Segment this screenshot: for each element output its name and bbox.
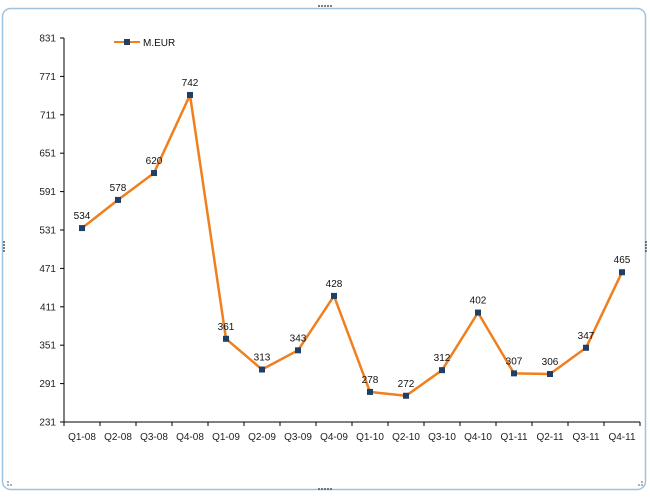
x-tick-label: Q3-11	[572, 432, 599, 443]
data-point-marker	[79, 225, 85, 232]
legend: M.EUR	[114, 38, 175, 49]
left-resize-handle[interactable]	[3, 241, 5, 252]
data-point-marker	[331, 292, 337, 299]
y-axis-ticks: 231 291 351 411 471 531 591 651 711 771 831	[39, 34, 64, 429]
data-label: 361	[218, 322, 235, 333]
data-label: 313	[254, 353, 271, 364]
data-label: 312	[434, 353, 451, 364]
x-tick-label: Q2-09	[248, 432, 276, 443]
data-point-marker	[367, 388, 373, 395]
y-tick-label: 651	[39, 149, 56, 160]
x-tick-label: Q4-10	[464, 432, 492, 443]
y-tick-label: 411	[40, 302, 56, 313]
data-point-marker	[583, 344, 589, 351]
data-point-marker	[619, 269, 625, 276]
x-tick-label: Q4-08	[176, 432, 204, 443]
data-label: 278	[362, 375, 379, 386]
data-label: 578	[110, 183, 127, 194]
data-point-marker	[403, 392, 409, 399]
right-resize-handle[interactable]	[645, 241, 647, 252]
x-tick-label: Q4-11	[608, 432, 635, 443]
data-label: 742	[182, 78, 199, 89]
bottom-left-corner-handle[interactable]	[7, 481, 12, 486]
data-point-marker	[475, 309, 481, 316]
y-tick-label: 591	[39, 187, 56, 198]
x-axis-ticks: Q1-08 Q2-08 Q3-08 Q4-08 Q1-09 Q2-09 Q3-09 Q4-09…	[63, 422, 641, 443]
data-label: 534	[74, 211, 91, 222]
data-point-marker	[295, 347, 301, 354]
x-tick-label: Q1-09	[212, 432, 240, 443]
data-label: 306	[542, 357, 559, 368]
data-point-marker	[187, 91, 193, 98]
data-label: 307	[506, 356, 523, 367]
chart-frame	[1, 7, 647, 491]
bottom-resize-handle[interactable]	[318, 488, 332, 490]
x-tick-label: Q1-10	[356, 432, 384, 443]
data-label: 465	[614, 255, 631, 266]
y-tick-label: 711	[40, 110, 56, 121]
x-tick-label: Q4-09	[320, 432, 348, 443]
data-point-marker	[259, 366, 265, 373]
y-tick-label: 531	[39, 226, 56, 237]
x-tick-label: Q1-08	[68, 432, 96, 443]
data-point-marker	[223, 335, 229, 342]
data-label: 272	[398, 379, 415, 390]
y-tick-label: 231	[39, 418, 56, 429]
data-point-marker	[115, 196, 121, 203]
bottom-right-corner-handle[interactable]	[638, 481, 643, 486]
data-labels: 534 578 620 742 361 313 343 428 278 272 312 402 307 3…	[74, 78, 631, 390]
y-tick-label: 471	[39, 264, 56, 275]
legend-label: M.EUR	[143, 38, 175, 49]
data-label: 402	[470, 296, 487, 307]
data-point-marker	[439, 367, 445, 374]
x-tick-label: Q3-10	[428, 432, 456, 443]
x-tick-label: Q2-11	[536, 432, 563, 443]
x-tick-label: Q3-08	[140, 432, 168, 443]
y-tick-label: 771	[39, 72, 56, 83]
data-label: 343	[290, 333, 307, 344]
y-tick-label: 831	[39, 34, 56, 45]
data-label: 347	[578, 331, 595, 342]
x-tick-label: Q2-08	[104, 432, 132, 443]
data-point-marker	[547, 371, 553, 377]
x-tick-label: Q1-11	[500, 432, 527, 443]
data-label: 428	[326, 279, 343, 290]
series-m-eur	[79, 91, 625, 399]
y-tick-label: 351	[39, 341, 56, 352]
data-point-marker	[511, 370, 517, 377]
legend-marker-swatch	[124, 39, 130, 45]
data-point-marker	[151, 170, 157, 177]
x-tick-label: Q3-09	[284, 432, 312, 443]
y-tick-label: 291	[39, 379, 56, 390]
series-line	[81, 93, 624, 398]
x-tick-label: Q2-10	[392, 432, 420, 443]
top-resize-handle[interactable]	[318, 5, 332, 7]
data-label: 620	[146, 156, 163, 167]
